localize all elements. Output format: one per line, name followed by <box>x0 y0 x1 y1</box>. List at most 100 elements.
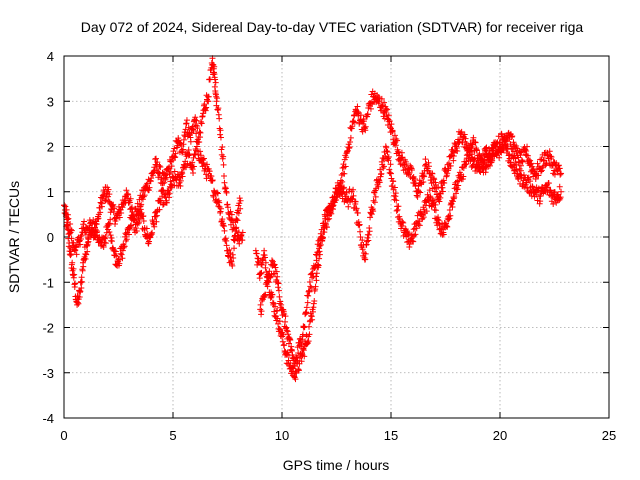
chart-title: Day 072 of 2024, Sidereal Day-to-day VTE… <box>81 19 584 35</box>
data-point <box>414 212 421 219</box>
data-point <box>362 256 369 263</box>
data-point <box>116 256 123 263</box>
data-point <box>257 301 264 308</box>
data-point <box>525 174 532 181</box>
data-point <box>504 146 511 153</box>
data-point <box>70 265 77 272</box>
data-point <box>183 164 190 171</box>
data-point <box>370 197 377 204</box>
data-point <box>64 221 71 228</box>
data-point <box>226 246 233 253</box>
data-point <box>228 211 235 218</box>
data-point <box>556 183 563 190</box>
data-point <box>102 240 109 247</box>
data-point <box>196 129 203 136</box>
data-point <box>510 154 517 161</box>
data-point <box>165 187 172 194</box>
data-point <box>522 146 529 153</box>
data-point <box>449 204 456 211</box>
data-point <box>356 221 363 228</box>
data-point <box>163 199 170 206</box>
data-point <box>221 179 228 186</box>
data-point <box>399 154 406 161</box>
data-point <box>77 288 84 295</box>
data-point <box>444 170 451 177</box>
data-point <box>347 134 354 141</box>
data-point <box>455 140 462 147</box>
data-point <box>310 273 317 280</box>
data-point <box>392 142 399 149</box>
data-point <box>407 162 414 169</box>
data-point <box>197 129 204 136</box>
data-point <box>107 216 114 223</box>
data-point <box>385 154 392 161</box>
data-point <box>163 174 170 181</box>
data-point <box>221 227 228 234</box>
data-point <box>394 148 401 155</box>
data-point <box>527 178 534 185</box>
data-point <box>279 338 286 345</box>
data-point <box>81 218 88 225</box>
data-point <box>205 93 212 100</box>
data-point <box>403 160 410 167</box>
data-point <box>206 168 213 175</box>
data-point <box>395 203 402 210</box>
data-point <box>235 210 242 217</box>
data-point <box>343 189 350 196</box>
data-point <box>62 203 69 210</box>
data-point <box>434 194 441 201</box>
data-point <box>551 171 558 178</box>
data-point <box>102 234 109 240</box>
data-point <box>287 337 294 344</box>
data-point <box>458 128 465 135</box>
data-point <box>324 216 331 223</box>
data-point <box>194 138 201 145</box>
data-point <box>270 300 277 307</box>
data-point <box>276 325 283 332</box>
data-point <box>376 179 383 186</box>
data-point <box>303 304 310 311</box>
data-point <box>362 123 369 130</box>
y-tick-label: 4 <box>47 49 54 64</box>
data-point <box>84 248 91 255</box>
data-point <box>440 231 447 238</box>
data-point <box>365 237 372 244</box>
data-point <box>408 167 415 174</box>
data-point <box>90 217 97 224</box>
data-point <box>389 128 396 135</box>
data-point <box>231 245 238 252</box>
data-point <box>118 251 125 258</box>
data-point <box>332 197 339 204</box>
data-point <box>143 225 150 232</box>
data-point <box>85 238 92 245</box>
data-point <box>378 95 385 102</box>
data-point <box>220 153 227 160</box>
data-point <box>371 199 378 206</box>
data-point <box>231 236 238 243</box>
data-point <box>412 231 419 238</box>
data-point <box>347 139 354 146</box>
data-point <box>533 191 540 198</box>
data-point <box>284 349 291 356</box>
data-point <box>431 176 438 183</box>
data-point <box>394 206 401 213</box>
data-point <box>359 246 366 253</box>
data-point <box>519 158 526 165</box>
data-point <box>77 241 84 248</box>
data-point <box>307 283 314 290</box>
data-point <box>292 376 299 383</box>
data-point <box>305 338 312 345</box>
data-point <box>425 163 432 170</box>
data-point <box>428 174 435 181</box>
data-point <box>411 175 418 182</box>
data-point <box>360 118 367 125</box>
data-point <box>308 284 315 291</box>
data-point <box>316 242 323 249</box>
data-point <box>200 155 207 162</box>
data-point <box>495 133 502 140</box>
data-point <box>385 112 392 119</box>
data-point <box>258 261 265 268</box>
data-point <box>219 143 226 150</box>
y-tick-label: -2 <box>42 321 54 336</box>
